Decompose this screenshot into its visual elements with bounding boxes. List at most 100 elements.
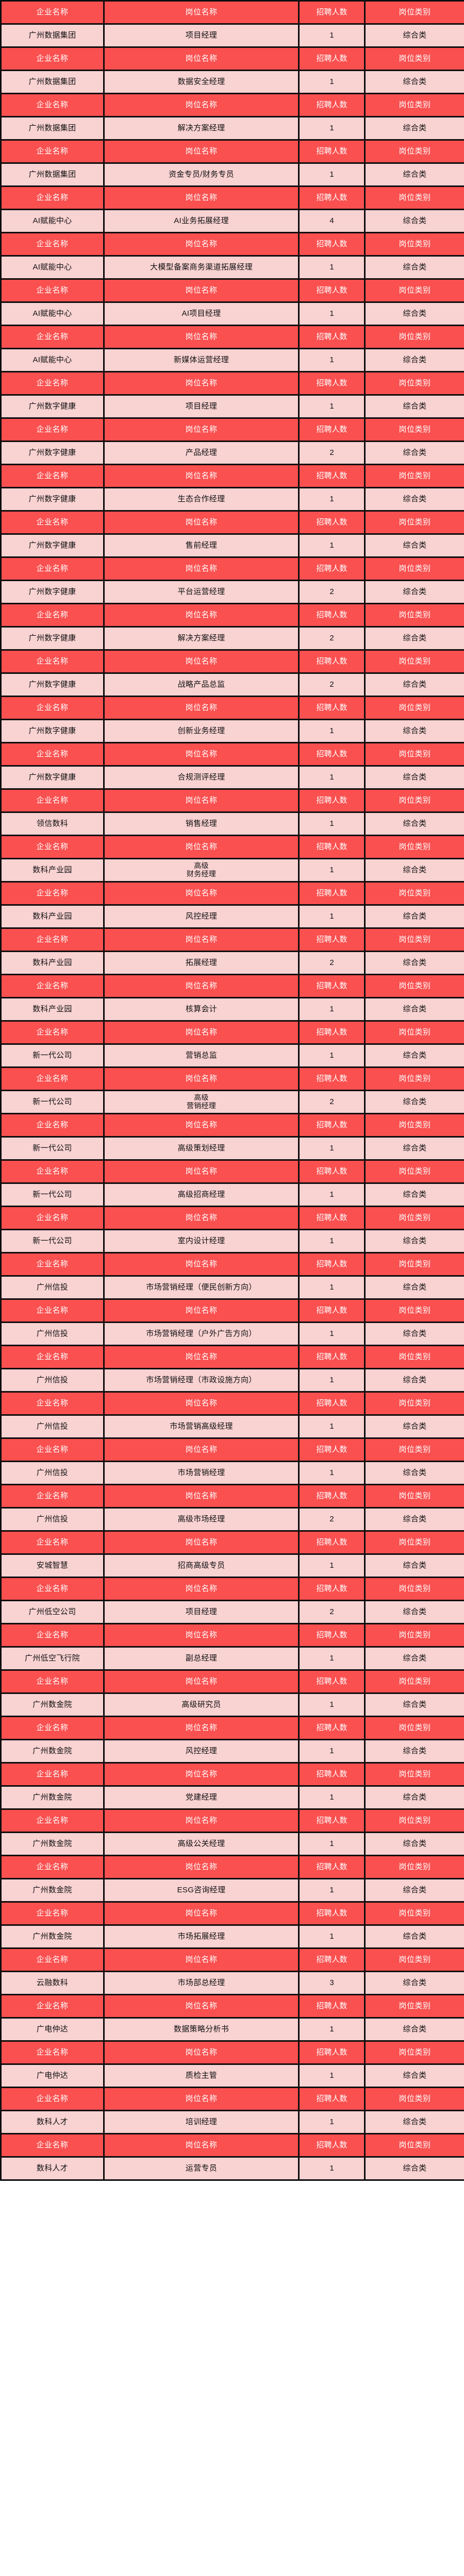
cell-count: 2 xyxy=(298,1507,366,1532)
column-header-count: 招聘人数 xyxy=(298,1252,366,1277)
cell-count: 1 xyxy=(298,2017,366,2042)
table-header-row: 企业名称 岗位名称 招聘人数 岗位类别 xyxy=(0,1762,464,1787)
column-header-position: 岗位名称 xyxy=(103,1855,300,1879)
column-header-position: 岗位名称 xyxy=(103,93,300,117)
column-header-count: 招聘人数 xyxy=(298,510,366,535)
cell-position: 市场营销高级经理 xyxy=(103,1414,300,1439)
cell-count: 1 xyxy=(298,116,366,141)
cell-category: 综合类 xyxy=(364,1924,464,1949)
cell-company: 云融数科 xyxy=(0,1971,105,1995)
column-header-count: 招聘人数 xyxy=(298,278,366,303)
column-header-category: 岗位类别 xyxy=(364,649,464,674)
table-header-row: 企业名称 岗位名称 招聘人数 岗位类别 xyxy=(0,1530,464,1555)
column-header-count: 招聘人数 xyxy=(298,1855,366,1879)
cell-category: 综合类 xyxy=(364,1507,464,1532)
column-header-company: 企业名称 xyxy=(0,1484,105,1509)
column-header-position: 岗位名称 xyxy=(103,2087,300,2111)
cell-count: 1 xyxy=(298,719,366,743)
column-header-position: 岗位名称 xyxy=(103,1947,300,1972)
cell-company: 广州信投 xyxy=(0,1321,105,1346)
cell-company: 数科产业园 xyxy=(0,951,105,975)
column-header-category: 岗位类别 xyxy=(364,881,464,906)
column-header-category: 岗位类别 xyxy=(364,835,464,859)
column-header-position: 岗位名称 xyxy=(103,232,300,257)
column-header-position: 岗位名称 xyxy=(103,1994,300,2019)
cell-category: 综合类 xyxy=(364,1090,464,1114)
cell-position: 解决方案经理 xyxy=(103,116,300,141)
cell-category: 综合类 xyxy=(364,255,464,280)
table-header-row: 企业名称 岗位名称 招聘人数 岗位类别 xyxy=(0,1206,464,1230)
column-header-position: 岗位名称 xyxy=(103,742,300,767)
cell-count: 1 xyxy=(298,1553,366,1578)
column-header-category: 岗位类别 xyxy=(364,1345,464,1369)
cell-company: 新一代公司 xyxy=(0,1229,105,1253)
column-header-company: 企业名称 xyxy=(0,1113,105,1138)
cell-position: 培训经理 xyxy=(103,2110,300,2134)
column-header-count: 招聘人数 xyxy=(298,1669,366,1694)
cell-category: 综合类 xyxy=(364,1878,464,1903)
column-header-position: 岗位名称 xyxy=(103,139,300,164)
cell-position: 质检主管 xyxy=(103,2063,300,2088)
cell-company: 广州数据集团 xyxy=(0,116,105,141)
cell-company: 广州数金院 xyxy=(0,1832,105,1856)
column-header-category: 岗位类别 xyxy=(364,278,464,303)
cell-count: 1 xyxy=(298,904,366,929)
column-header-category: 岗位类别 xyxy=(364,510,464,535)
column-header-company: 企业名称 xyxy=(0,927,105,952)
cell-company: 广电仲达 xyxy=(0,2063,105,2088)
column-header-count: 招聘人数 xyxy=(298,603,366,628)
column-header-count: 招聘人数 xyxy=(298,1298,366,1323)
cell-company: 领信数科 xyxy=(0,811,105,836)
column-header-company: 企业名称 xyxy=(0,556,105,581)
table-header-row: 企业名称 岗位名称 招聘人数 岗位类别 xyxy=(0,2040,464,2065)
column-header-position: 岗位名称 xyxy=(103,927,300,952)
column-header-position: 岗位名称 xyxy=(103,1762,300,1787)
table-row: 数科产业园 高级 财务经理 1 综合类 xyxy=(0,858,464,883)
cell-category: 综合类 xyxy=(364,858,464,883)
column-header-position: 岗位名称 xyxy=(103,1206,300,1230)
column-header-count: 招聘人数 xyxy=(298,835,366,859)
cell-category: 综合类 xyxy=(364,1739,464,1764)
cell-category: 综合类 xyxy=(364,394,464,419)
column-header-company: 企业名称 xyxy=(0,788,105,813)
cell-position: 高级招商经理 xyxy=(103,1182,300,1207)
table-row: 广州数金院 市场拓展经理 1 综合类 xyxy=(0,1924,464,1949)
column-header-company: 企业名称 xyxy=(0,742,105,767)
column-header-position: 岗位名称 xyxy=(103,417,300,442)
table-header-row: 企业名称 岗位名称 招聘人数 岗位类别 xyxy=(0,2087,464,2111)
cell-category: 综合类 xyxy=(364,70,464,94)
column-header-count: 招聘人数 xyxy=(298,1437,366,1462)
column-header-company: 企业名称 xyxy=(0,881,105,906)
cell-count: 4 xyxy=(298,209,366,233)
table-header-row: 企业名称 岗位名称 招聘人数 岗位类别 xyxy=(0,556,464,581)
cell-company: 数科人才 xyxy=(0,2156,105,2181)
column-header-category: 岗位类别 xyxy=(364,1855,464,1879)
cell-company: 数科产业园 xyxy=(0,997,105,1022)
table-row: 广州数字健康 解决方案经理 2 综合类 xyxy=(0,626,464,651)
cell-category: 综合类 xyxy=(364,1600,464,1624)
cell-count: 1 xyxy=(298,255,366,280)
cell-position: 战略产品总监 xyxy=(103,672,300,697)
cell-position: 项目经理 xyxy=(103,394,300,419)
cell-position: 营销总监 xyxy=(103,1043,300,1068)
table-row: 广州数字健康 售前经理 1 综合类 xyxy=(0,533,464,558)
table-header-row: 企业名称 岗位名称 招聘人数 岗位类别 xyxy=(0,325,464,349)
cell-company: 广州数字健康 xyxy=(0,765,105,790)
column-header-category: 岗位类别 xyxy=(364,1391,464,1416)
cell-count: 1 xyxy=(298,1785,366,1810)
table-row: 数科人才 培训经理 1 综合类 xyxy=(0,2110,464,2134)
table-header-row: 企业名称 岗位名称 招聘人数 岗位类别 xyxy=(0,0,464,25)
table-row: AI赋能中心 新媒体运营经理 1 综合类 xyxy=(0,348,464,372)
column-header-position: 岗位名称 xyxy=(103,1391,300,1416)
column-header-category: 岗位类别 xyxy=(364,1623,464,1648)
cell-position: 创新业务经理 xyxy=(103,719,300,743)
column-header-company: 企业名称 xyxy=(0,649,105,674)
column-header-category: 岗位类别 xyxy=(364,1206,464,1230)
column-header-position: 岗位名称 xyxy=(103,1298,300,1323)
column-header-company: 企业名称 xyxy=(0,0,105,25)
cell-count: 1 xyxy=(298,487,366,512)
column-header-position: 岗位名称 xyxy=(103,2133,300,2158)
column-header-category: 岗位类别 xyxy=(364,2087,464,2111)
table-row: 广州数据集团 数据安全经理 1 综合类 xyxy=(0,70,464,94)
cell-category: 综合类 xyxy=(364,997,464,1022)
